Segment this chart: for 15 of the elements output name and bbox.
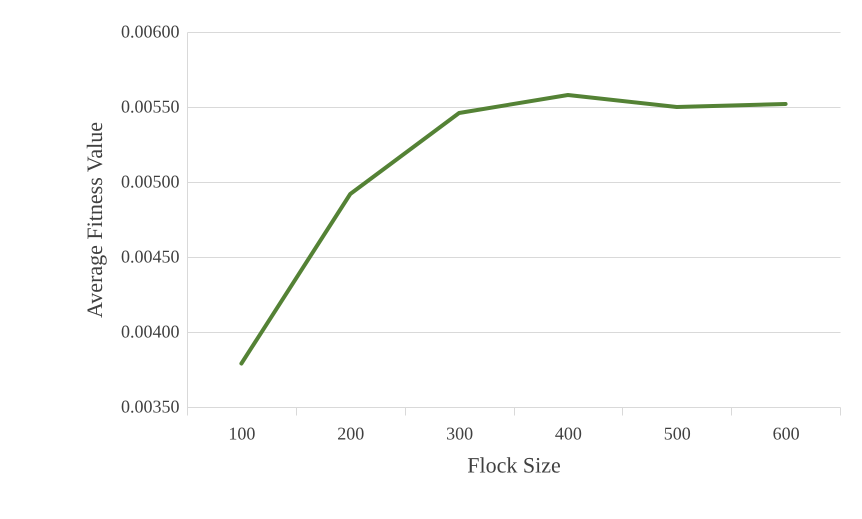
y-tick-label: 0.00600: [121, 22, 180, 42]
line-series: [239, 93, 788, 366]
y-tick-label: 0.00450: [121, 246, 180, 266]
x-tick-label: 100: [228, 424, 256, 444]
x-tick-label: 300: [446, 424, 474, 444]
y-tick-label: 0.00550: [121, 96, 180, 116]
x-tick-label: 500: [664, 424, 691, 444]
x-tick-label: 400: [554, 424, 582, 444]
x-tick-label: 200: [337, 424, 364, 444]
y-tick-label: 0.00350: [121, 396, 180, 416]
y-axis-title: Average Fitness Value: [82, 122, 107, 318]
y-tick-label: 0.00500: [121, 172, 180, 192]
x-tick-label: 600: [772, 424, 800, 444]
x-axis-title: Flock Size: [467, 452, 561, 478]
y-tick-label: 0.00400: [121, 322, 180, 342]
